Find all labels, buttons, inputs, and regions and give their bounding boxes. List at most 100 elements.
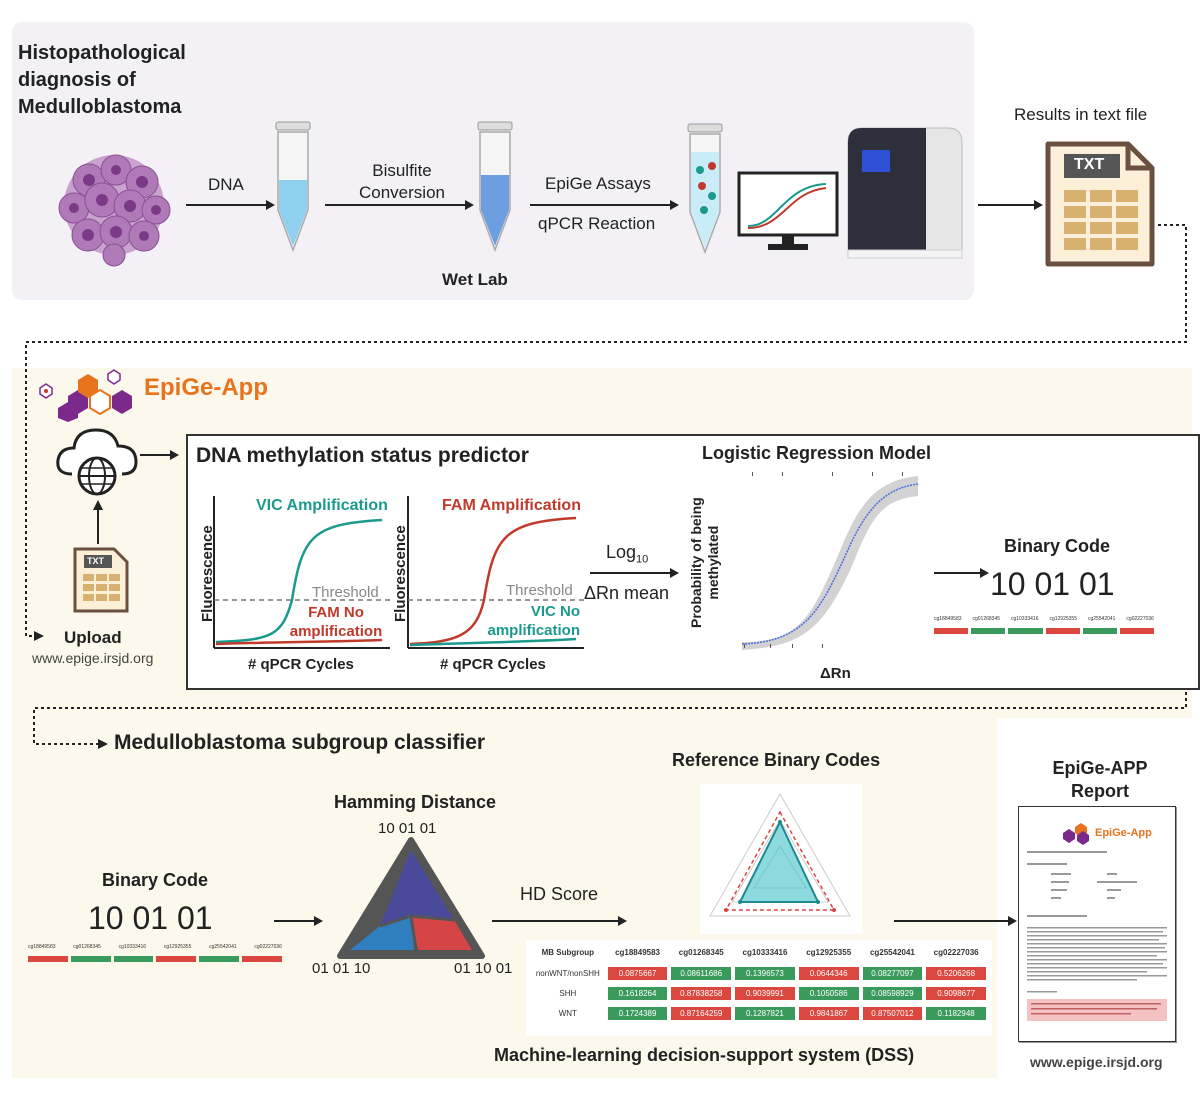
- arrow-icon: [325, 200, 474, 210]
- txt-badge: TXT: [1074, 156, 1105, 173]
- logistic-regression-plot: [722, 466, 928, 664]
- vic-amplification-plot: [213, 496, 390, 649]
- bisulfite-label: Bisulfite Conversion: [352, 160, 452, 204]
- dss-row-label: SHH: [559, 989, 577, 998]
- dss-value-cell: 0.1287821: [735, 1007, 795, 1020]
- dss-value-cell: 0.9098677: [926, 987, 986, 1000]
- binary-code-value: 10 01 01: [88, 900, 213, 936]
- dss-value-cell: 0.5206268: [926, 967, 986, 980]
- footer-url-link[interactable]: www.epige.irsjd.org: [1030, 1054, 1163, 1070]
- dss-value-cell: 0.0644346: [798, 967, 859, 980]
- dss-value-cell: 0.9841867: [798, 1007, 859, 1020]
- tube-icon: [687, 123, 723, 255]
- fam-amplification-plot: [407, 496, 584, 649]
- dss-value-cell: 0.0875667: [607, 967, 668, 980]
- mini-code-header: cg01268345: [73, 944, 101, 950]
- diagnosis-title-line: diagnosis of: [18, 69, 136, 91]
- hamming-title: Hamming Distance: [334, 792, 497, 812]
- y-axis-label: Fluorescence: [199, 525, 216, 622]
- bisulfite-line: Conversion: [359, 183, 445, 202]
- dss-header-row: MB Subgroup cg18849583 cg01268345 cg1033341…: [532, 946, 986, 959]
- results-label: Results in text file: [1014, 105, 1148, 124]
- upload-url-link[interactable]: www.epige.irsjd.org: [32, 650, 154, 666]
- mini-code-header: cg02227036: [254, 944, 282, 950]
- report-title: EpiGe-APP Report: [1030, 757, 1170, 803]
- dss-row: nonWNT/nonSHH 0.0875667 0.08611686 0.139657…: [532, 967, 986, 980]
- dss-header-cell: cg10333416: [742, 948, 788, 957]
- mini-code-cell: [971, 628, 1006, 634]
- diagnosis-title-line: Medulloblastoma: [18, 96, 182, 118]
- mini-code-cell: [70, 956, 111, 962]
- dss-value-cell: 0.1724389: [607, 1007, 668, 1020]
- arrow-icon: [140, 450, 179, 460]
- dss-value-cell: 0.1396573: [735, 967, 795, 980]
- report-document[interactable]: EpiGe-App: [1018, 806, 1176, 1042]
- dss-row: WNT 0.1724389 0.87164259 0.1287821 0.9841867…: [532, 1007, 986, 1020]
- lr-title: Logistic Regression Model: [702, 443, 932, 463]
- mini-code-cell: [113, 956, 154, 962]
- mini-code-cell: [242, 956, 282, 962]
- tumor-cells-icon: [58, 154, 171, 267]
- txt-file-icon: [1045, 141, 1155, 267]
- report-title-line: Report: [1071, 781, 1129, 801]
- epige-logo-icon: [39, 369, 132, 422]
- mini-code-table: cg18849583 cg01268345 cg10333416 cg12925…: [934, 616, 1155, 634]
- mini-code-header: cg25542041: [1087, 616, 1116, 622]
- vic-no-amp-line: amplification: [487, 622, 580, 639]
- triangle-left-code: 01 01 10: [312, 960, 371, 977]
- mini-code-cell: [1008, 628, 1043, 634]
- mini-code-cell: [199, 956, 240, 962]
- dss-value-cell: 0.1050586: [798, 987, 859, 1000]
- vic-no-amp-line: VIC No: [530, 603, 580, 620]
- x-axis-label: # qPCR Cycles: [248, 656, 354, 673]
- binary-code-value: 10 01 01: [990, 566, 1115, 602]
- mini-code-header-row: cg18849583 cg01268345 cg10333416 cg12925…: [28, 944, 282, 950]
- drn-mean-label: ΔRn mean: [584, 583, 670, 603]
- epige-app-logo-text: EpiGe-App: [144, 374, 268, 401]
- txt-file-small-icon: [73, 547, 129, 613]
- x-axis-label: # qPCR Cycles: [440, 656, 546, 673]
- mini-code-cell: [934, 628, 969, 634]
- arrow-icon: [530, 200, 679, 210]
- mini-code-color-row: [28, 956, 282, 962]
- dss-value-cell: 0.87838258: [671, 987, 732, 1000]
- tube-icon: [477, 121, 513, 253]
- mini-code-header: cg01268345: [972, 616, 1001, 622]
- fam-no-amp-line: amplification: [289, 623, 383, 640]
- dss-header-cell: cg18849583: [615, 948, 660, 957]
- log10-label: Log10: [606, 542, 648, 566]
- arrow-up-icon: [93, 500, 103, 544]
- diagnosis-title: Histopathological diagnosis of Medullobl…: [18, 40, 218, 121]
- report-text-lines: [1027, 851, 1167, 1021]
- triangle-top-code: 10 01 01: [378, 820, 437, 837]
- mini-code-table: cg18849583 cg01268345 cg10333416 cg12925…: [28, 944, 282, 962]
- predictor-title: DNA methylation status predictor: [196, 444, 529, 467]
- mini-code-header: cg10333416: [1010, 616, 1039, 622]
- dss-header-cell: cg02227036: [933, 948, 979, 957]
- txt-badge-small: TXT: [87, 556, 104, 566]
- dss-header-cell: cg25542041: [869, 948, 915, 957]
- upload-label[interactable]: Upload: [64, 628, 122, 647]
- dss-row-label: nonWNT/nonSHH: [535, 969, 600, 978]
- binary-code-title: Binary Code: [1004, 536, 1111, 556]
- bisulfite-line: Bisulfite: [372, 161, 432, 180]
- fam-title: FAM Amplification: [442, 497, 581, 514]
- cloud-globe-icon: [56, 428, 138, 496]
- dss-value-cell: 0.08598929: [862, 987, 923, 1000]
- mini-code-cell: [1082, 628, 1117, 634]
- lr-y-label-line: Probability of being: [688, 497, 704, 628]
- fam-no-amp-line: FAM No: [308, 604, 364, 621]
- dss-header-cell: cg01268345: [678, 948, 724, 957]
- mini-code-cell: [156, 956, 197, 962]
- arrow-icon: [274, 916, 323, 926]
- mini-code-header-row: cg18849583 cg01268345 cg10333416 cg12925…: [934, 616, 1154, 622]
- mini-code-color-row: [934, 628, 1155, 634]
- lr-x-label: ΔRn: [820, 665, 851, 682]
- threshold-label: Threshold: [312, 584, 379, 601]
- log-text: Log: [606, 542, 637, 562]
- epige-assays-label: EpiGe Assays: [545, 174, 651, 193]
- dss-title: Machine-learning decision-support system…: [494, 1045, 915, 1065]
- arrow-icon: [186, 200, 275, 210]
- arrow-icon: [894, 916, 1017, 926]
